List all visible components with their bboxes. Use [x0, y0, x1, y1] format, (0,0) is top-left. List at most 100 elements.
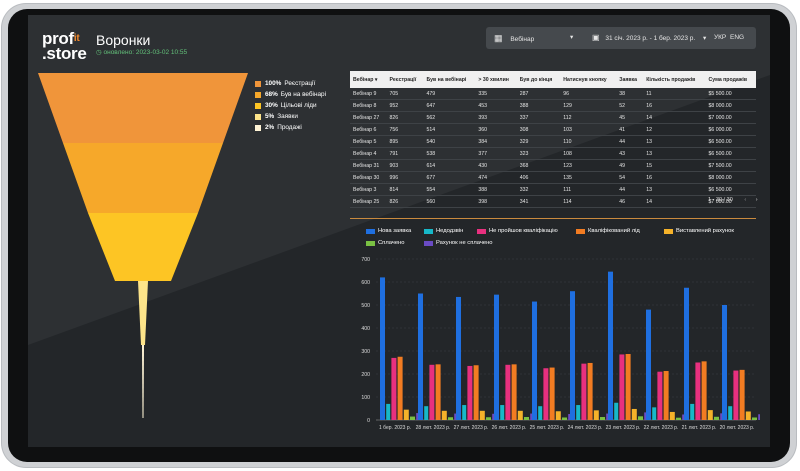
table-row[interactable]: Вебінар 5 895 540 384 329 110 44 13 $6 500.00	[350, 135, 756, 148]
table-row[interactable]: Вебінар 9 705 479 335 287 96 38 11 $5 500.00	[350, 88, 756, 100]
table-cell: 15	[643, 159, 706, 172]
column-header[interactable]: Був на вебінарі	[423, 71, 476, 88]
bar	[646, 309, 651, 420]
legend-swatch	[255, 102, 261, 109]
table-cell: $8 000.00	[705, 99, 756, 112]
table-row[interactable]: Вебінар 27 826 562 393 337 112 45 14 $7 000.00	[350, 111, 756, 124]
legend-label: Цільові ліди	[280, 102, 317, 109]
column-header[interactable]: Кількість продажів	[643, 71, 706, 88]
table-cell: 135	[560, 171, 617, 184]
bar	[448, 417, 453, 420]
bar	[657, 371, 663, 420]
table-cell: 332	[516, 183, 561, 196]
table-row[interactable]: Вебінар 3 814 554 388 332 111 44 13 $6 500.00	[350, 183, 756, 196]
column-header[interactable]: Натиснув кнопку	[560, 71, 617, 88]
bar	[429, 364, 435, 420]
chart-legend-item[interactable]: Рахунок не сплачено	[424, 240, 493, 246]
table-cell: 560	[423, 195, 476, 208]
table-row[interactable]: Вебінар 6 756 514 360 308 103 41 12 $6 000.00	[350, 123, 756, 136]
updated-text: оновлено: 2023-03-02 10:55	[103, 49, 188, 56]
chart-legend-item[interactable]: Виставлений рахунок	[664, 228, 734, 234]
y-tick-label: 700	[361, 257, 370, 263]
bar	[410, 416, 415, 420]
table-cell: 54	[616, 171, 644, 184]
bar	[543, 368, 549, 420]
funnel-stage-registrations	[38, 73, 248, 143]
column-header[interactable]: Реєстрації	[386, 71, 424, 88]
date-range-picker[interactable]: ▣ 31 січ. 2023 р. - 1 бер. 2023 р. ▾	[592, 27, 706, 49]
lang-ukr-button[interactable]: УКР	[714, 34, 727, 41]
bar	[638, 416, 643, 420]
bar	[600, 417, 605, 420]
bar	[424, 406, 429, 420]
table-cell: 308	[516, 123, 561, 136]
column-header[interactable]: Сума продажів	[705, 71, 756, 88]
table-cell: 393	[475, 111, 517, 124]
legend-percent: 100%	[265, 80, 282, 87]
table-cell: Вебінар 6	[350, 123, 387, 136]
x-tick-label: 27 лют. 2023 р.	[454, 425, 489, 431]
table-row[interactable]: Вебінар 4 791 538 377 323 108 43 13 $6 500.00	[350, 147, 756, 160]
column-header-webinar[interactable]: Вебінар ▾	[350, 71, 387, 88]
table-cell: 791	[386, 147, 424, 160]
table-cell: 514	[423, 123, 476, 136]
table-cell: 13	[643, 147, 706, 160]
x-tick-label: 20 лют. 2023 р.	[720, 425, 755, 431]
table-cell: 41	[616, 123, 644, 136]
legend-swatch	[366, 228, 375, 234]
legend-swatch	[424, 228, 433, 234]
bar	[555, 411, 561, 420]
table-cell: Вебінар 30	[350, 171, 387, 184]
column-header[interactable]: Був до кінця	[516, 71, 561, 88]
app-logo: profit .store	[42, 30, 87, 63]
prev-page-icon[interactable]: ‹	[744, 197, 747, 203]
lang-eng-button[interactable]: ENG	[730, 34, 745, 41]
table-row[interactable]: Вебінар 31 903 614 430 368 123 49 15 $7 500.00	[350, 159, 756, 172]
bar	[695, 362, 701, 420]
bar	[494, 294, 499, 420]
x-tick-label: 1 бер. 2023 р.	[379, 425, 411, 431]
chart-legend-item[interactable]: Нова заявка	[366, 228, 411, 234]
column-header[interactable]: Заявка	[616, 71, 644, 88]
table-cell: 453	[475, 99, 517, 112]
page-title: Воронки	[96, 32, 151, 48]
bar	[701, 361, 707, 420]
logo-text-store: .store	[42, 44, 87, 63]
table-row[interactable]: Вебінар 8 952 647 453 388 129 52 16 $8 000.00	[350, 99, 756, 112]
funnel-legend-item: 100% Реєстрації	[255, 78, 326, 89]
table-cell: $6 500.00	[705, 183, 756, 196]
table-row[interactable]: Вебінар 30 996 677 474 406 135 54 16 $8 000.00	[350, 171, 756, 184]
table-cell: Вебінар 4	[350, 147, 387, 160]
table-cell: $7 500.00	[705, 159, 756, 172]
table-row[interactable]: Вебінар 25 826 560 398 341 114 46 14 $7 000.00	[350, 195, 756, 208]
webinar-filter[interactable]: ▦ Вебінар ▾	[494, 27, 573, 49]
bar	[733, 370, 739, 420]
chart-legend-item[interactable]: Сплачено	[366, 240, 404, 246]
legend-percent: 30%	[265, 102, 278, 109]
y-tick-label: 0	[367, 418, 370, 424]
column-header[interactable]: > 30 хвилин	[475, 71, 517, 88]
bar	[684, 287, 689, 420]
bar	[631, 408, 637, 420]
chart-legend-item[interactable]: Недодзвін	[424, 228, 463, 234]
table-cell: 335	[475, 88, 517, 100]
chart-legend-item[interactable]: Не пройшов кваліфікацію	[477, 228, 558, 234]
bar	[486, 417, 491, 420]
table-cell: 329	[516, 135, 561, 148]
table-cell: 323	[516, 147, 561, 160]
legend-swatch	[477, 228, 486, 234]
table-cell: 996	[386, 171, 424, 184]
table-cell: 11	[643, 88, 706, 100]
table-cell: 903	[386, 159, 424, 172]
table-cell: 814	[386, 183, 424, 196]
legend-swatch	[424, 240, 433, 246]
calendar-icon: ▣	[592, 33, 600, 42]
table-cell: Вебінар 25	[350, 195, 387, 208]
next-page-icon[interactable]: ›	[755, 197, 758, 203]
legend-label: Був на вебінарі	[280, 91, 327, 98]
y-tick-label: 200	[361, 372, 370, 378]
bar	[728, 406, 733, 420]
bar	[435, 364, 441, 420]
bar	[473, 365, 479, 420]
chart-legend-item[interactable]: Кваліфікований лід	[576, 228, 640, 234]
